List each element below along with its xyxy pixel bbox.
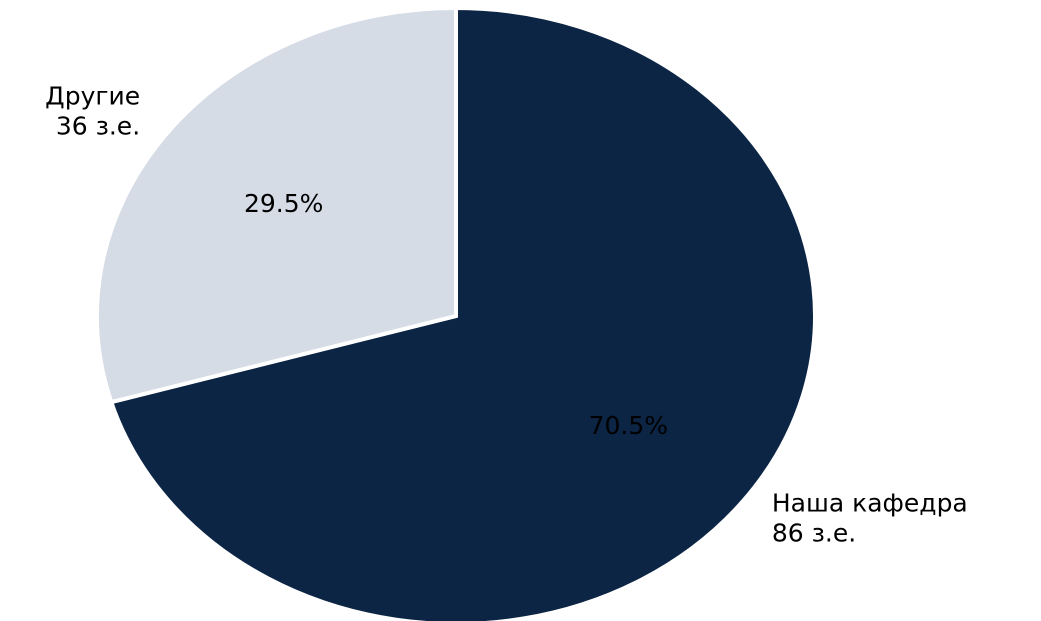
percent-label: 29.5% xyxy=(244,189,323,218)
value-label: 36 з.е. xyxy=(56,112,140,141)
pie-slice xyxy=(108,5,817,621)
percent-label: 70.5% xyxy=(589,411,668,440)
category-label: Наша кафедра xyxy=(772,488,968,517)
category-label: Другие xyxy=(45,82,140,111)
value-label: 86 з.е. xyxy=(772,518,856,547)
pie-slice xyxy=(95,5,458,405)
